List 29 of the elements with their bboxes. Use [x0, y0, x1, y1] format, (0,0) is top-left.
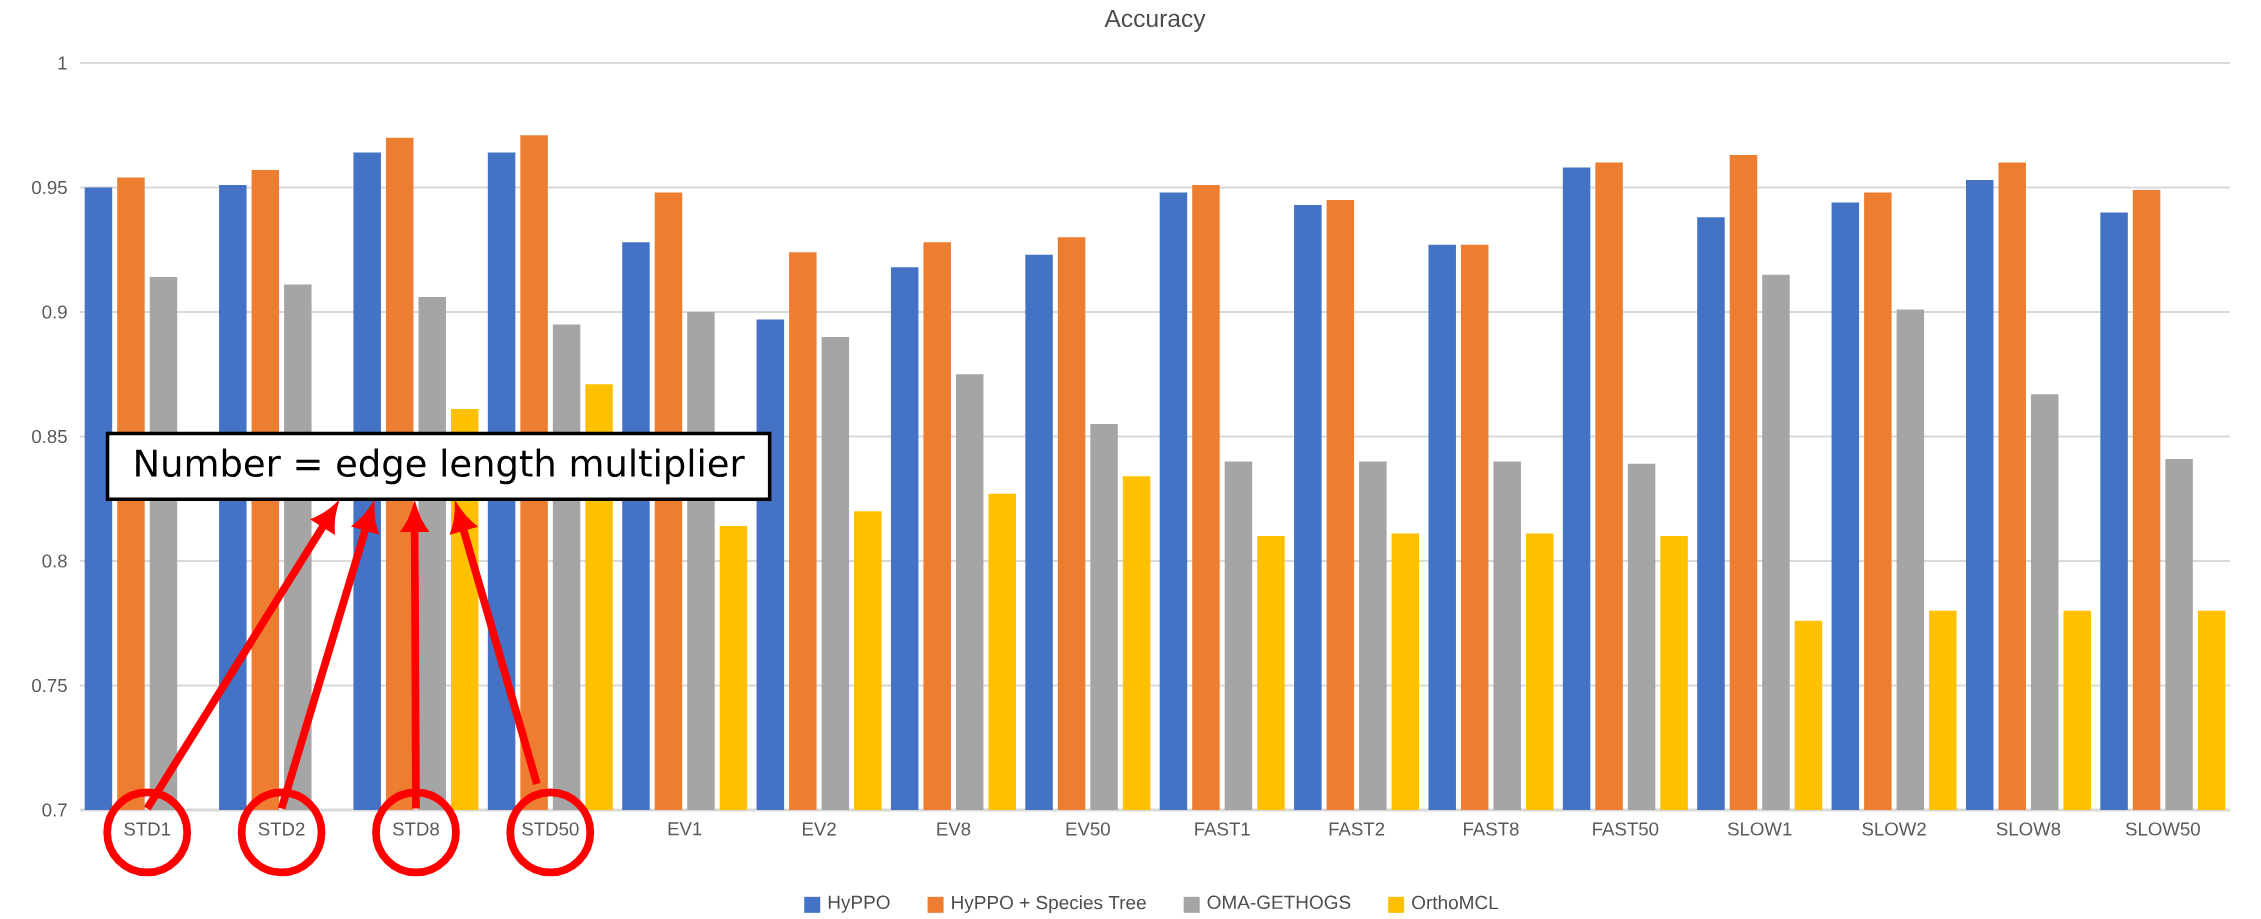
- x-tick-label: FAST8: [1464, 822, 1519, 836]
- y-tick-label: 0.95: [32, 180, 67, 195]
- x-tick-label: EV1: [668, 822, 702, 836]
- x-tick-label: SLOW2: [1862, 822, 1926, 836]
- x-tick-label: FAST1: [1195, 822, 1250, 836]
- x-tick-label: STD2: [258, 822, 305, 836]
- y-tick-label: 0.7: [42, 803, 67, 817]
- chart-title: Accuracy: [1104, 9, 1206, 33]
- y-tick-label: 1: [58, 56, 67, 70]
- x-tick-label: EV50: [1066, 822, 1110, 836]
- legend-label: OrthoMCL: [1412, 895, 1499, 910]
- x-tick-label: EV8: [937, 822, 971, 836]
- y-tick-label: 0.8: [42, 554, 67, 568]
- annotation: Number = edge length multiplier: [136, 448, 745, 485]
- x-tick-label: FAST50: [1593, 822, 1659, 836]
- x-tick-label: SLOW8: [1996, 822, 2061, 836]
- legend-label: HyPPO + Species Tree: [952, 895, 1146, 914]
- y-tick-label: 0.9: [42, 305, 67, 319]
- y-tick-label: 0.85: [32, 429, 67, 444]
- x-tick-label: STD50: [522, 822, 579, 836]
- x-tick-label: STD8: [392, 822, 439, 836]
- x-tick-label: STD1: [124, 822, 171, 836]
- legend-label: OMA-GETHOGS: [1207, 895, 1351, 910]
- legend-label: HyPPO: [828, 895, 890, 913]
- x-tick-label: EV2: [803, 822, 836, 836]
- x-tick-label: SLOW1: [1727, 822, 1792, 836]
- x-tick-label: SLOW50: [2125, 822, 2200, 836]
- y-tick-label: 0.75: [32, 678, 67, 693]
- x-tick-label: FAST2: [1329, 822, 1385, 836]
